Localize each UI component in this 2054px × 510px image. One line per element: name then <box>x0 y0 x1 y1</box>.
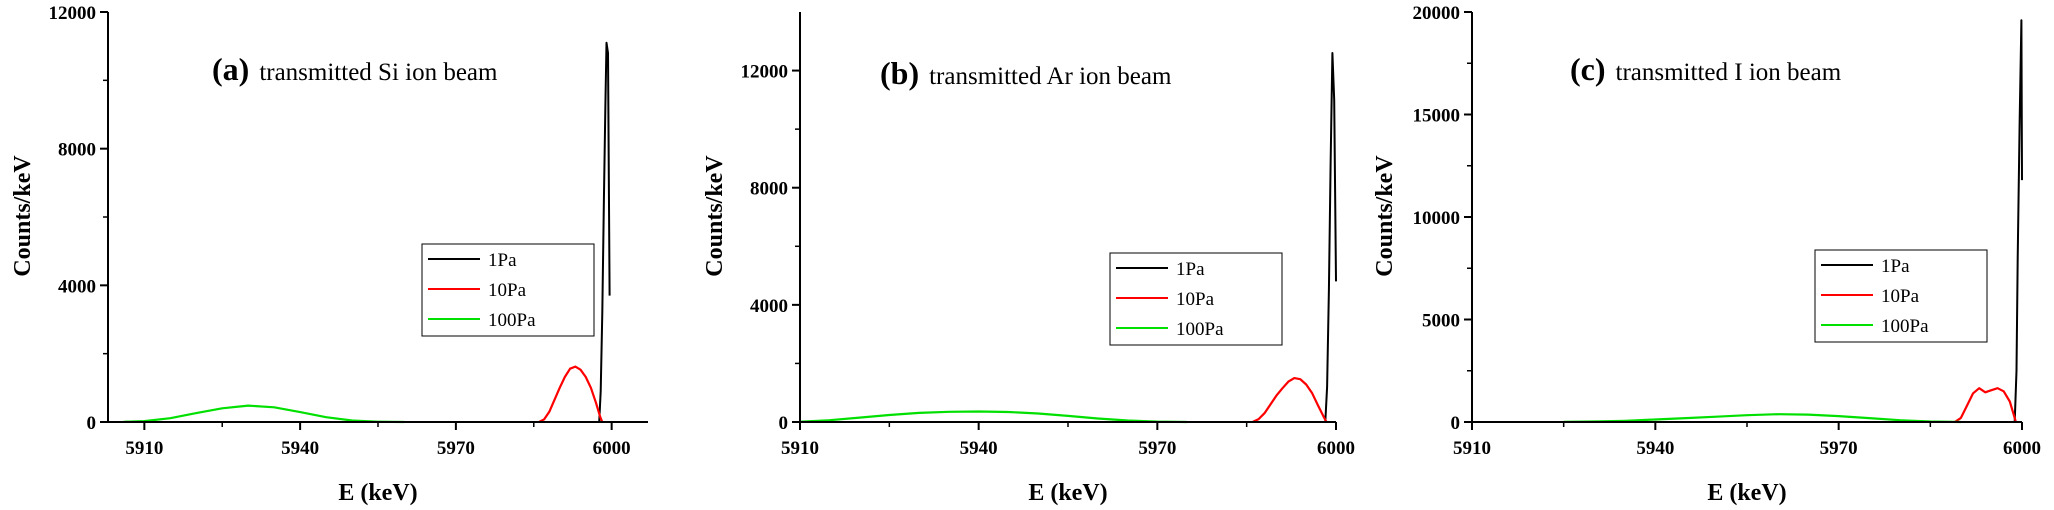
x-axis-title: E (keV) <box>338 480 417 506</box>
y-axis-title: Counts/keV <box>10 155 36 277</box>
series-line-100Pa <box>123 404 405 424</box>
y-tick-label: 4000 <box>58 276 96 297</box>
series-line-1Pa <box>2013 19 2023 423</box>
panel-caption: transmitted I ion beam <box>1616 59 1842 86</box>
y-tick-label: 12000 <box>741 62 789 83</box>
panel-letter: (c) <box>1570 51 1606 87</box>
panel-title: (b) transmitted Ar ion beam <box>880 55 1172 91</box>
x-tick-label: 5940 <box>281 438 319 459</box>
series-line-1Pa <box>1324 52 1337 423</box>
x-tick-label: 5970 <box>437 438 475 459</box>
x-axis-title: E (keV) <box>1028 480 1107 506</box>
chart-panel-2: 5910 5940 5970 6000 0 4000 8000 12000 E (keV) Cou… <box>702 12 1355 506</box>
y-tick-label: 0 <box>87 413 97 434</box>
legend: 1Pa 10Pa 100Pa <box>1109 252 1283 346</box>
x-tick-label: 5940 <box>960 438 998 459</box>
y-tick-label: 12000 <box>49 3 97 24</box>
y-tick-label: 15000 <box>1413 106 1461 127</box>
x-tick-label: 6000 <box>1317 438 1355 459</box>
legend-label-100Pa: 100Pa <box>1176 319 1224 340</box>
series-line-10Pa <box>1954 387 2017 423</box>
legend-label-100Pa: 100Pa <box>1881 316 1929 337</box>
x-tick-label: 5970 <box>1820 438 1858 459</box>
y-axis-title: Counts/keV <box>1372 155 1398 277</box>
chart-panel-3: 5910 5940 5970 6000 0 5000 10000 15000 20000 E (k… <box>1372 3 2041 506</box>
x-tick-label: 5970 <box>1138 438 1176 459</box>
panel-caption: transmitted Ar ion beam <box>929 63 1172 90</box>
series-line-100Pa <box>1563 413 1961 424</box>
panel-letter: (a) <box>212 51 249 87</box>
y-tick-label: 4000 <box>750 296 788 317</box>
y-tick-label: 5000 <box>1422 311 1460 332</box>
chart-panel-1: 5910 5940 5970 6000 0 4000 8000 12000 E (keV) Cou… <box>10 3 648 506</box>
x-tick-label: 5910 <box>1453 438 1491 459</box>
x-tick-label: 5940 <box>1636 438 1674 459</box>
panel-title: (a) transmitted Si ion beam <box>212 51 498 87</box>
y-tick-label: 20000 <box>1413 3 1461 24</box>
y-tick-label: 0 <box>779 413 789 434</box>
series-line-10Pa <box>538 365 604 423</box>
legend-label-10Pa: 10Pa <box>488 280 527 301</box>
x-axis-title: E (keV) <box>1707 480 1786 506</box>
panel-caption: transmitted Si ion beam <box>259 59 498 86</box>
x-tick-label: 6000 <box>593 438 631 459</box>
y-tick-label: 8000 <box>750 179 788 200</box>
legend: 1Pa 10Pa 100Pa <box>1814 249 1988 343</box>
series-line-100Pa <box>799 410 1188 424</box>
legend-label-1Pa: 1Pa <box>1176 259 1205 280</box>
series-line-1Pa <box>598 41 611 423</box>
y-tick-label: 0 <box>1451 413 1461 434</box>
panel-letter: (b) <box>880 55 919 91</box>
x-tick-label: 5910 <box>125 438 163 459</box>
panel-title: (c) transmitted I ion beam <box>1570 51 1842 87</box>
legend-label-10Pa: 10Pa <box>1881 286 1920 307</box>
legend: 1Pa 10Pa 100Pa <box>421 243 595 337</box>
y-tick-label: 8000 <box>58 140 96 161</box>
x-tick-label: 6000 <box>2003 438 2041 459</box>
legend-label-10Pa: 10Pa <box>1176 289 1215 310</box>
x-tick-label: 5910 <box>781 438 819 459</box>
legend-label-1Pa: 1Pa <box>1881 256 1910 277</box>
legend-label-1Pa: 1Pa <box>488 250 517 271</box>
y-axis-title: Counts/keV <box>702 155 728 277</box>
legend-label-100Pa: 100Pa <box>488 310 536 331</box>
y-tick-label: 10000 <box>1413 208 1461 229</box>
series-line-10Pa <box>1252 377 1328 423</box>
